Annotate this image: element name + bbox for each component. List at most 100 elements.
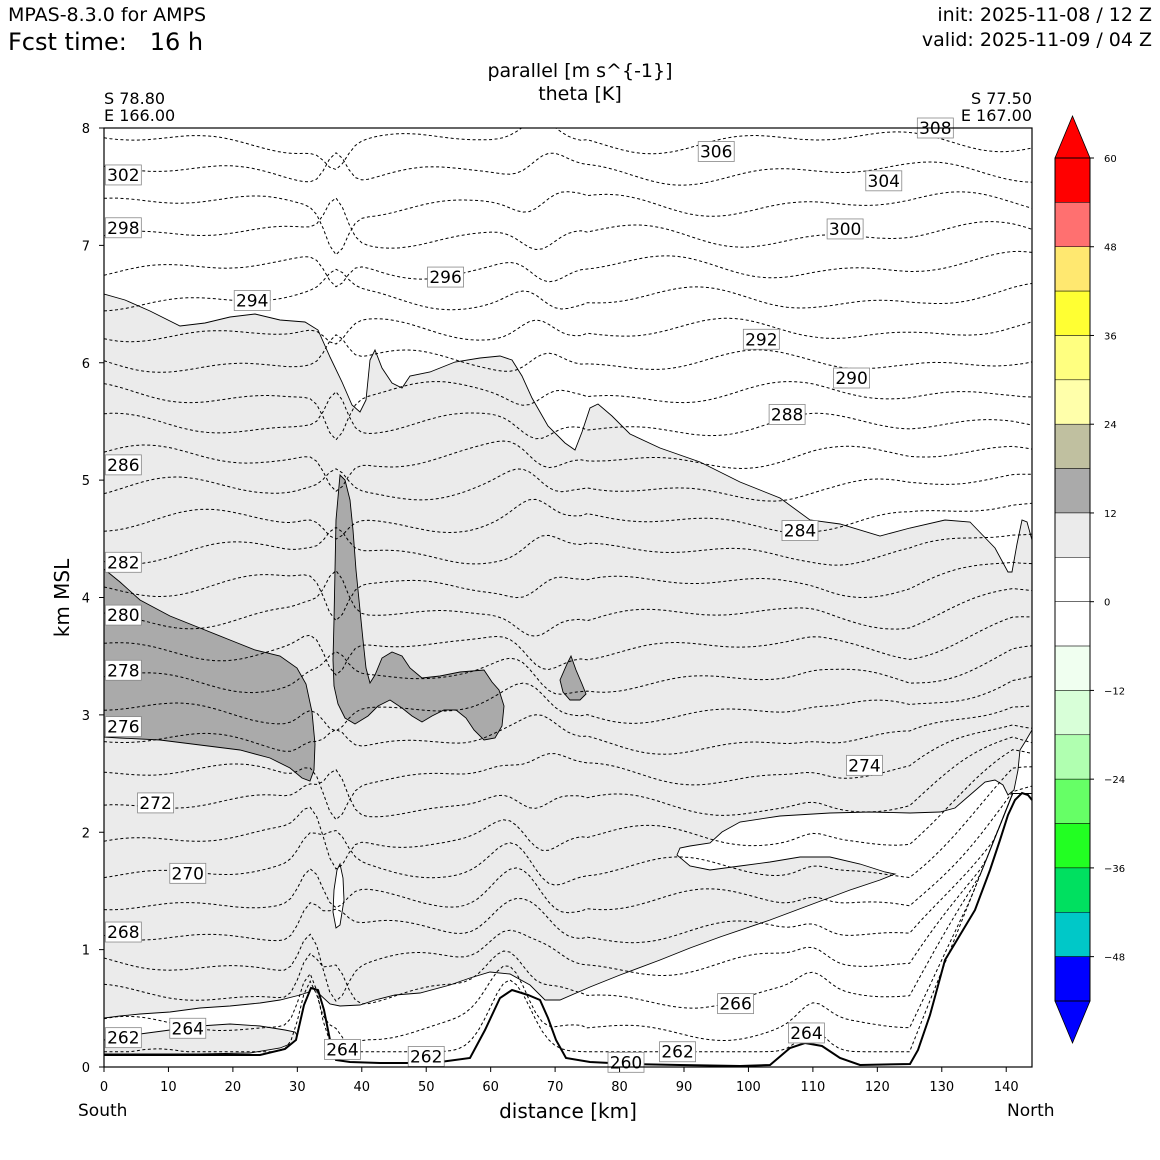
colorbar: 60 48 36 24 12 0 −12 −24 −36 −48 <box>1054 114 1125 1045</box>
y-tick-label: 6 <box>82 357 90 372</box>
contour-label-text: 282 <box>107 553 139 573</box>
theta-contour-label: 304 <box>865 170 903 192</box>
colorbar-swatch <box>1054 468 1091 514</box>
right-longitude: E 167.00 <box>960 106 1032 125</box>
x-tick-label: 80 <box>611 1080 628 1095</box>
theta-contour-label: 298 <box>104 217 142 239</box>
colorbar-tick-label: 12 <box>1104 509 1117 520</box>
contour-label-box <box>324 1038 361 1060</box>
theta-contour-label: 292 <box>742 328 780 350</box>
x-tick-label: 0 <box>100 1080 108 1095</box>
north-label: North <box>1007 1101 1055 1121</box>
colorbar-swatch <box>1054 956 1091 1002</box>
colorbar-swatch <box>1054 867 1091 913</box>
x-tick-label: 20 <box>225 1080 242 1095</box>
contour-label-box <box>169 862 207 884</box>
theta-contour-label: 272 <box>137 792 174 814</box>
theta-contour-label: 294 <box>233 290 271 312</box>
wind-fill-regions <box>104 293 1032 1067</box>
theta-isoline <box>104 391 1032 440</box>
theta-isoline <box>104 128 1032 171</box>
x-tick-label: 140 <box>994 1080 1019 1095</box>
contour-label-box <box>104 217 142 239</box>
theta-contour-label: 260 <box>607 1051 645 1073</box>
theta-isoline <box>104 749 1032 870</box>
colorbar-tick-label: 60 <box>1104 154 1117 165</box>
y-tick-label: 4 <box>82 592 90 607</box>
contour-label-text: 286 <box>107 456 139 476</box>
theta-contour-label: 264 <box>324 1038 361 1060</box>
theta-contour-label: 290 <box>833 367 870 389</box>
contour-label-text: 272 <box>139 794 171 814</box>
contour-label-box <box>427 266 464 288</box>
contour-label-box <box>104 164 142 186</box>
colorbar-tick-label: −12 <box>1104 686 1125 697</box>
colorbar-tick-label: 48 <box>1104 243 1117 254</box>
x-tick-label: 90 <box>676 1080 693 1095</box>
theta-isoline <box>104 736 1032 818</box>
contour-label-box <box>768 403 806 425</box>
forecast-time: Fcst time: 16 h <box>8 28 203 56</box>
contour-label-text: 268 <box>107 923 139 943</box>
colorbar-swatch <box>1054 778 1091 824</box>
colorbar-swatch <box>1054 912 1091 957</box>
y-tick-label: 2 <box>82 826 90 841</box>
contour-label-text: 274 <box>848 756 880 776</box>
valid-time: valid: 2025-11-09 / 04 Z <box>921 29 1152 51</box>
colorbar-swatch <box>1054 423 1091 469</box>
x-tick-label: 60 <box>482 1080 499 1095</box>
contour-label-box <box>717 993 754 1015</box>
theta-contour-label: 262 <box>659 1041 696 1063</box>
theta-isoline <box>104 785 1032 914</box>
y-tick-label: 8 <box>82 122 90 137</box>
contour-label-text: 296 <box>429 268 461 288</box>
contour-label-box <box>104 454 142 476</box>
contour-label-box <box>833 367 870 389</box>
theta-contour-label: 278 <box>104 659 142 681</box>
contour-label-text: 262 <box>107 1029 139 1049</box>
theta-isoline <box>104 616 1032 676</box>
colorbar-tick-label: −24 <box>1104 775 1125 786</box>
colorbar-extend-top <box>1054 114 1091 159</box>
terrain-line <box>104 791 1033 1068</box>
contour-label-text: 304 <box>868 172 900 192</box>
colorbar-swatch <box>1054 690 1091 736</box>
contour-label-text: 298 <box>107 219 139 239</box>
contour-label-box <box>788 1022 825 1044</box>
colorbar-swatch <box>1054 601 1091 647</box>
colorbar-tick-label: −48 <box>1104 953 1125 964</box>
contour-label-box <box>104 921 142 943</box>
theta-isoline <box>104 381 1032 441</box>
x-tick-label: 100 <box>736 1080 761 1095</box>
contour-label-box <box>104 604 142 626</box>
contour-label-box <box>169 1017 207 1039</box>
contour-label-text: 264 <box>790 1024 822 1044</box>
x-tick-label: 40 <box>354 1080 371 1095</box>
theta-isoline <box>104 468 1032 502</box>
x-tick-label: 110 <box>800 1080 825 1095</box>
contour-label-text: 262 <box>661 1043 693 1063</box>
theta-contour-label: 264 <box>788 1022 825 1044</box>
contour-label-text: 278 <box>107 661 139 681</box>
contour-label-text: 302 <box>107 166 139 186</box>
south-label: South <box>78 1101 128 1121</box>
y-axis-ticks: 0 1 2 3 4 5 6 7 8 <box>82 122 104 1076</box>
theta-isoline <box>104 793 1032 1053</box>
contour-label-text: 270 <box>172 864 204 884</box>
theta-isoline <box>104 766 1032 886</box>
theta-contour-label: 286 <box>104 454 142 476</box>
y-tick-label: 5 <box>82 474 90 489</box>
theta-isoline <box>104 793 1032 1002</box>
theta-contour-label: 270 <box>169 862 207 884</box>
contour-label-box <box>104 551 142 573</box>
theta-isoline <box>104 793 1032 944</box>
x-axis-ticks: 0 10 20 30 40 50 60 70 80 90 100 110 120 130 140 <box>100 1067 1019 1095</box>
x-axis-label: distance [km] <box>499 1099 637 1123</box>
colorbar-swatch <box>1054 202 1091 247</box>
theta-isoline <box>104 317 1032 345</box>
theta-contour-label: 296 <box>427 266 464 288</box>
colorbar-tick-label: 0 <box>1104 598 1110 609</box>
colorbar-swatch <box>1054 823 1091 869</box>
contour-label-text: 264 <box>326 1040 358 1060</box>
theta-isoline <box>104 793 1032 1053</box>
